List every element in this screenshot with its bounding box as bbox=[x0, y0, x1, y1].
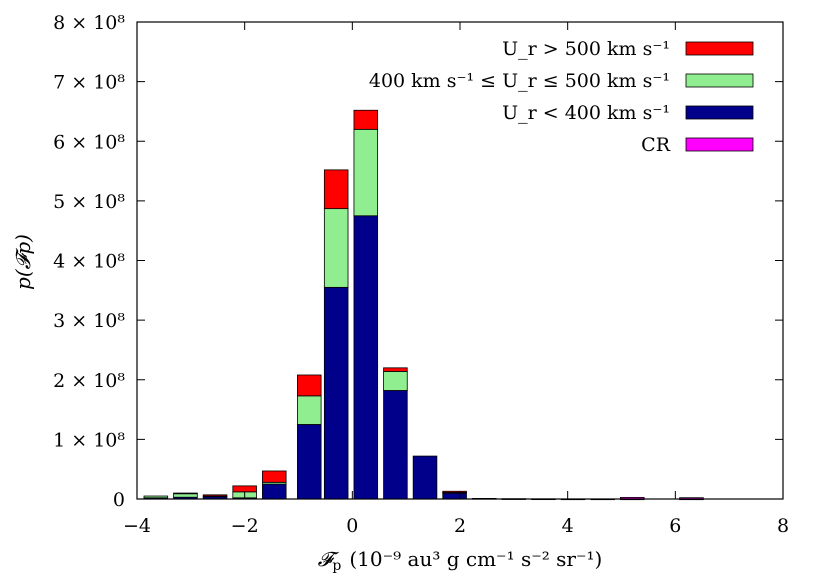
bar-segment bbox=[323, 208, 349, 288]
legend-swatch bbox=[685, 73, 754, 88]
bar-segment bbox=[353, 215, 379, 500]
legend-label: U_r < 400 km s⁻¹ bbox=[502, 102, 670, 124]
bar-segment bbox=[297, 424, 322, 500]
y-tick-label: 2 × 10⁸ bbox=[53, 370, 125, 392]
x-tick-label: −2 bbox=[231, 515, 259, 537]
legend-swatch bbox=[685, 41, 754, 56]
x-tick-label: 8 bbox=[777, 515, 789, 537]
bars-layer bbox=[143, 109, 704, 501]
bar-segment bbox=[353, 109, 379, 130]
bar-segment bbox=[412, 455, 438, 500]
y-tick-label: 5 × 10⁸ bbox=[53, 191, 125, 213]
legend-label: CR bbox=[641, 134, 671, 156]
x-tick-label: −4 bbox=[123, 515, 151, 537]
y-tick-label: 3 × 10⁸ bbox=[53, 310, 125, 332]
x-axis-title-units: (10⁻⁹ au³ g cm⁻¹ s⁻² sr⁻¹) bbox=[349, 547, 602, 571]
bar-segment bbox=[143, 495, 169, 499]
bar-segment bbox=[442, 492, 467, 500]
bar-segment bbox=[297, 374, 322, 397]
bar-segment bbox=[262, 470, 287, 483]
y-tick-label: 1 × 10⁸ bbox=[53, 429, 125, 451]
x-tick-label: 4 bbox=[562, 515, 574, 537]
legend-label: U_r > 500 km s⁻¹ bbox=[502, 38, 670, 60]
plot-frame bbox=[136, 21, 784, 500]
legend-swatch bbox=[685, 105, 754, 120]
legend-label: 400 km s⁻¹ ≤ U_r ≤ 500 km s⁻¹ bbox=[369, 70, 670, 92]
y-tick-label: 4 × 10⁸ bbox=[53, 251, 125, 273]
bar-segment bbox=[297, 395, 322, 425]
bar-segment bbox=[383, 370, 408, 391]
bar-segment bbox=[383, 367, 408, 372]
x-axis-title: 𝓕p (10⁻⁹ au³ g cm⁻¹ s⁻² sr⁻¹) bbox=[318, 547, 603, 574]
y-tick-label: 7 × 10⁸ bbox=[53, 72, 125, 94]
bar-segment bbox=[323, 169, 349, 210]
x-axis: −4 −2 0 2 4 6 8 bbox=[123, 22, 789, 537]
bar-segment bbox=[383, 390, 408, 500]
x-axis-title-subscript: p bbox=[332, 558, 341, 574]
bar-segment bbox=[442, 490, 467, 493]
y-axis-title: p(𝓕p) bbox=[11, 234, 35, 290]
legend-swatch bbox=[685, 137, 754, 152]
y-axis: 0 1 × 10⁸ 2 × 10⁸ 3 × 10⁸ 4 × 10⁸ 5 × 10⁸ 6 × … bbox=[53, 12, 783, 511]
bar-segment bbox=[323, 286, 349, 500]
x-tick-label: 6 bbox=[669, 515, 681, 537]
y-tick-label: 8 × 10⁸ bbox=[53, 12, 125, 34]
x-tick-label: 0 bbox=[346, 515, 358, 537]
x-tick-label: 2 bbox=[454, 515, 466, 537]
bar-segment bbox=[232, 485, 257, 493]
bar-segment bbox=[353, 128, 379, 217]
bar-segment bbox=[202, 494, 228, 497]
bar-segment bbox=[262, 483, 287, 500]
bar-segment bbox=[173, 492, 198, 495]
legend: U_r > 500 km s⁻¹ 400 km s⁻¹ ≤ U_r ≤ 500 k… bbox=[369, 38, 754, 156]
y-tick-label: 6 × 10⁸ bbox=[53, 131, 125, 153]
y-tick-label: 0 bbox=[113, 489, 125, 511]
